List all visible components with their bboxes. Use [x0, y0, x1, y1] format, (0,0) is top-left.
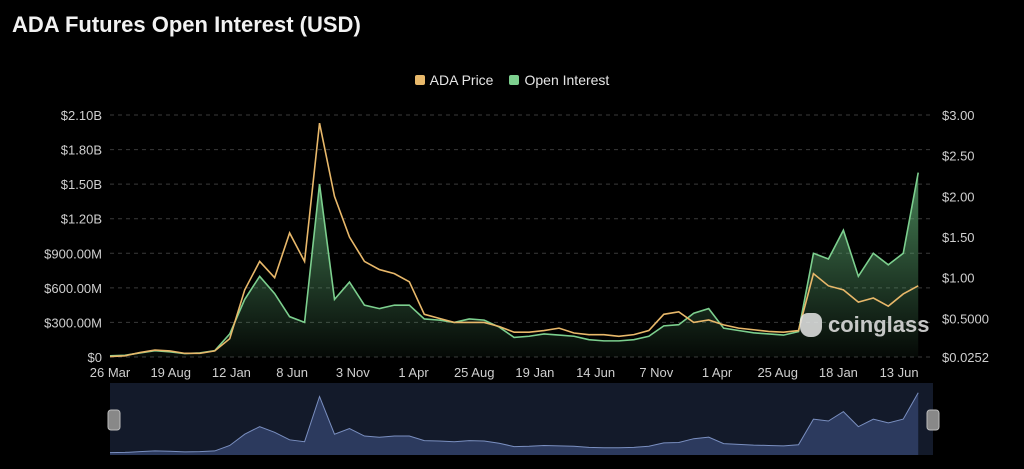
- y-left-tick-label: $300.00M: [44, 315, 102, 330]
- watermark-text: coinglass: [828, 312, 930, 337]
- x-tick-label: 14 Jun: [576, 365, 615, 380]
- navigator-line: [109, 392, 919, 454]
- legend-label: Open Interest: [524, 72, 610, 88]
- x-tick-label: 12 Jan: [212, 365, 251, 380]
- y-right-tick-label: $2.50: [942, 149, 975, 164]
- y-left-tick-label: $600.00M: [44, 281, 102, 296]
- x-tick-label: 18 Jan: [819, 365, 858, 380]
- x-tick-label: 13 Jun: [880, 365, 919, 380]
- y-right-tick-label: $0.5000: [942, 311, 989, 326]
- x-tick-label: 19 Jan: [515, 365, 554, 380]
- legend-label: ADA Price: [429, 72, 494, 88]
- x-tick-label: 25 Aug: [757, 365, 798, 380]
- y-left-tick-label: $1.50B: [61, 177, 102, 192]
- y-right-tick-label: $3.00: [942, 108, 975, 123]
- oi-area: [110, 172, 919, 357]
- navigator-right-handle[interactable]: [926, 409, 940, 431]
- x-tick-label: 8 Jun: [276, 365, 308, 380]
- navigator-left-handle[interactable]: [107, 409, 121, 431]
- y-right-tick-label: $0.0252: [942, 350, 989, 365]
- oi-swatch: [509, 75, 520, 85]
- y-left-tick-label: $1.80B: [61, 143, 102, 158]
- legend-item-price[interactable]: ADA Price: [414, 72, 494, 88]
- y-right-tick-label: $1.50: [942, 230, 975, 245]
- oi-line: [109, 172, 920, 357]
- x-tick-label: 26 Mar: [90, 365, 131, 380]
- price-swatch: [414, 75, 425, 85]
- x-tick-label: 3 Nov: [336, 365, 370, 380]
- y-left-tick-label: $0: [88, 350, 102, 365]
- y-right-tick-label: $2.00: [942, 189, 975, 204]
- x-tick-label: 19 Aug: [150, 365, 191, 380]
- navigator-area: [110, 392, 919, 455]
- legend: ADA Price Open Interest: [0, 72, 1024, 88]
- coinglass-logo-icon: [800, 313, 822, 337]
- x-tick-label: 7 Nov: [639, 365, 673, 380]
- chart-title: ADA Futures Open Interest (USD): [12, 12, 361, 37]
- y-right-tick-label: $1.00: [942, 271, 975, 286]
- x-tick-label: 1 Apr: [398, 365, 429, 380]
- price-line: [109, 122, 919, 358]
- y-left-tick-label: $2.10B: [61, 108, 102, 123]
- x-tick-label: 25 Aug: [454, 365, 495, 380]
- coinglass-watermark: coinglass: [800, 312, 929, 338]
- y-left-tick-label: $900.00M: [44, 246, 102, 261]
- legend-item-oi[interactable]: Open Interest: [509, 72, 609, 88]
- y-left-tick-label: $1.20B: [61, 212, 102, 227]
- x-tick-label: 1 Apr: [702, 365, 733, 380]
